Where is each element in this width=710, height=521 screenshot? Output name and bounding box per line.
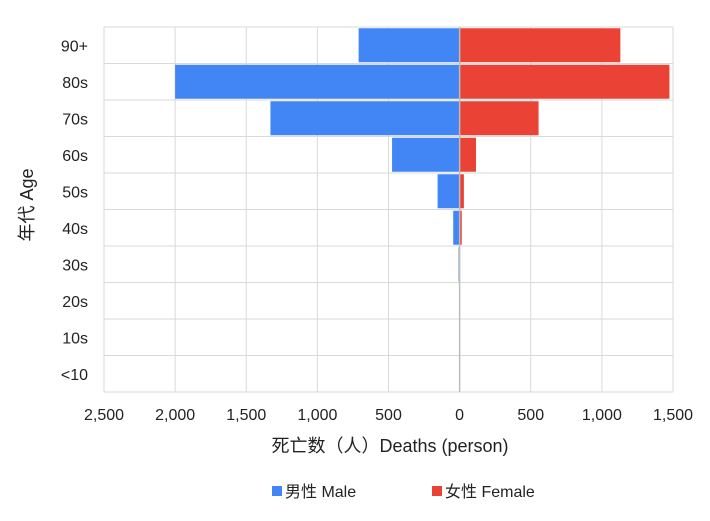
bar-female [459,28,621,63]
legend-label: 男性 Male [285,483,356,501]
bar-female [459,101,539,136]
legend-swatch [432,486,442,496]
y-axis-title: 年代 Age [17,168,37,241]
x-tick-label: 500 [517,407,544,424]
y-tick-label: 40s [62,221,88,238]
bar-female [459,174,464,209]
x-axis-title: 死亡数（人）Deaths (person) [271,436,508,456]
bar-male [437,174,460,209]
x-tick-label: 1,000 [582,407,622,424]
x-tick-label: 2,500 [84,407,124,424]
y-tick-label: 60s [62,148,88,165]
y-tick-label: <10 [61,367,88,384]
bars-layer [175,28,670,282]
y-tick-label: 10s [62,330,88,347]
y-tick-label: 50s [62,184,88,201]
y-tick-label: 70s [62,111,88,128]
y-tick-label: 20s [62,294,88,311]
legend: 男性 Male 女性 Female [272,482,535,501]
bar-female [459,64,670,99]
bar-female [459,137,476,172]
x-tick-label: 2,000 [155,407,195,424]
bar-male [270,101,460,136]
y-tick-label: 80s [62,75,88,92]
y-tick-label: 90+ [61,38,88,55]
x-tick-label: 0 [455,407,464,424]
bar-male [453,210,460,245]
bar-female [459,210,462,245]
bar-male [392,137,460,172]
x-tick-label: 500 [375,407,402,424]
y-tick-labels: 90+ 80s 70s 60s 50s 40s 30s 20s 10s <10 [61,38,88,384]
legend-label: 女性 Female [445,482,535,501]
x-tick-label: 1,500 [653,407,693,424]
x-tick-labels: 2,500 2,000 1,500 1,000 500 0 500 1,000 1,500 [84,407,693,424]
legend-swatch [272,486,282,496]
x-tick-label: 1,500 [226,407,266,424]
bar-male [175,64,460,99]
x-tick-label: 1,000 [297,407,337,424]
bar-male [358,28,460,63]
y-tick-label: 30s [62,257,88,274]
